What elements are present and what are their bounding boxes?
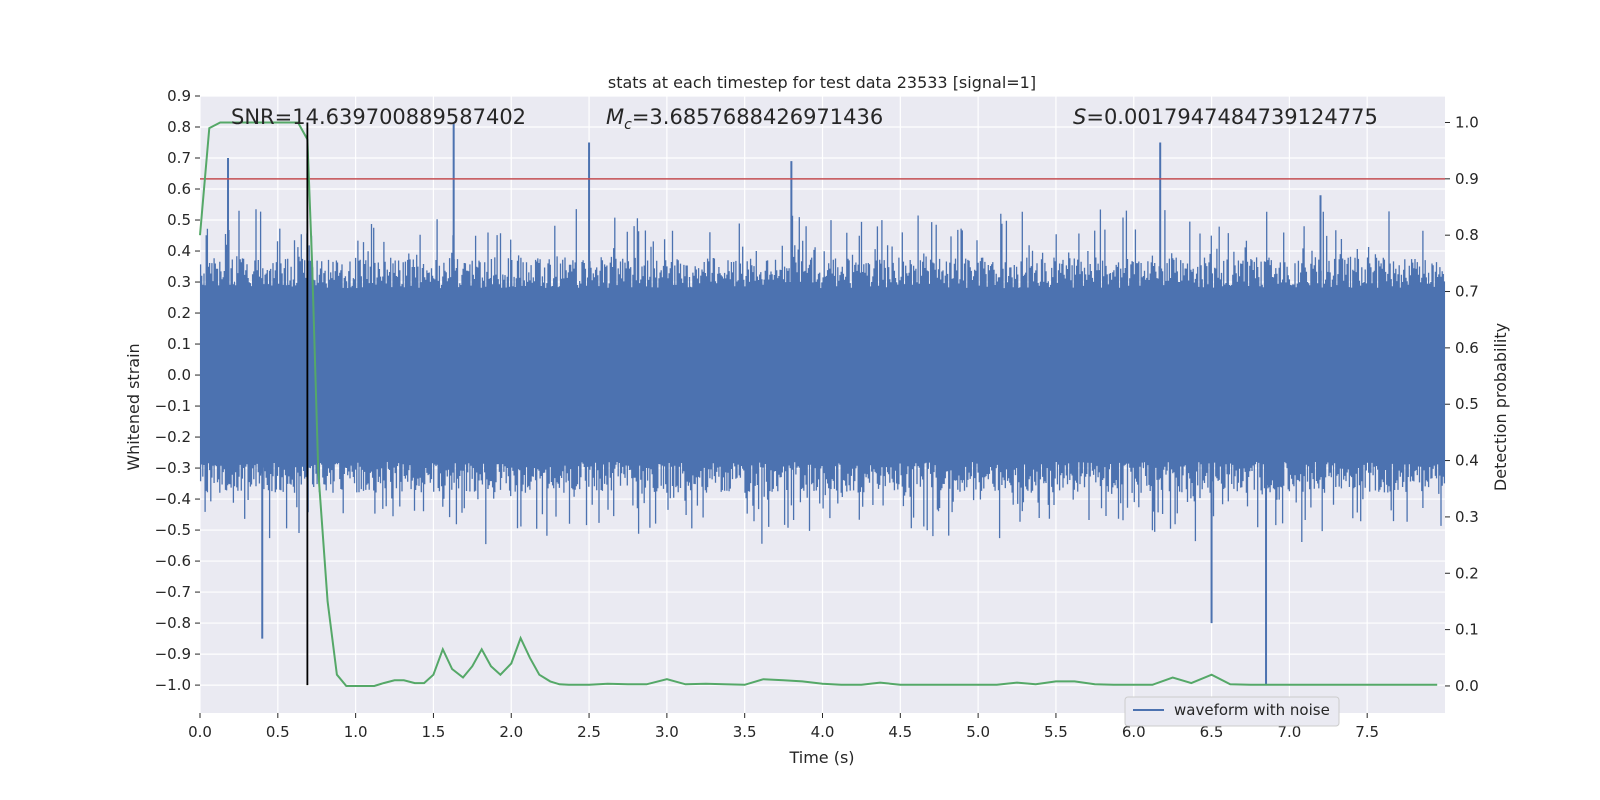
y-tick-label: 0.8 (167, 118, 191, 136)
x-tick-label: 2.0 (499, 723, 523, 741)
y2-tick-label: 0.1 (1455, 621, 1479, 639)
y-tick-label: 0.4 (167, 242, 191, 260)
y-tick-label: −0.4 (155, 490, 191, 508)
x-tick-label: 4.0 (811, 723, 835, 741)
y-tick-label: −0.5 (155, 521, 191, 539)
y-tick-label: 0.5 (167, 211, 191, 229)
right-y-ticks: 1.0 0.9 0.8 0.7 0.6 0.5 0.4 0.3 0.2 0.1 0.0 (1445, 113, 1479, 695)
y2-tick-label: 0.6 (1455, 339, 1479, 357)
y-tick-label: 0.6 (167, 180, 191, 198)
y-tick-label: −0.8 (155, 614, 191, 632)
x-tick-label: 2.5 (577, 723, 601, 741)
y-tick-label: 0.1 (167, 335, 191, 353)
x-tick-label: 6.5 (1200, 723, 1224, 741)
y-tick-label: −0.2 (155, 428, 191, 446)
y-tick-label: −0.7 (155, 583, 191, 601)
y-tick-label: 0.3 (167, 273, 191, 291)
x-ticks: 0.0 0.5 1.0 1.5 2.0 2.5 3.0 3.5 4.0 4.5 5.0 5.5 6.0 6… (188, 713, 1379, 741)
y-tick-label: 0.9 (167, 87, 191, 105)
x-tick-label: 5.0 (966, 723, 990, 741)
y-tick-label: −0.3 (155, 459, 191, 477)
legend: waveform with noise (1124, 696, 1340, 727)
chart-title: stats at each timestep for test data 235… (608, 73, 1036, 92)
y-tick-label: 0.0 (167, 366, 191, 384)
legend-entry: waveform with noise (1174, 701, 1330, 719)
x-tick-label: 6.0 (1122, 723, 1146, 741)
x-tick-label: 0.0 (188, 723, 212, 741)
y2-tick-label: 0.3 (1455, 508, 1479, 526)
y-tick-label: −0.9 (155, 645, 191, 663)
y2-tick-label: 0.7 (1455, 283, 1479, 301)
y2-tick-label: 0.5 (1455, 395, 1479, 413)
detection-probability-series (199, 121, 1438, 687)
mc-symbol: M (606, 105, 624, 129)
snr-annotation: SNR=14.639700889587402 (231, 105, 526, 129)
x-axis-label: Time (s) (788, 748, 854, 767)
left-y-ticks: 0.9 0.8 0.7 0.6 0.5 0.4 0.3 0.2 0.1 0.0 −0.1 −0.2 −0… (155, 87, 200, 694)
detection-probability-line (199, 121, 1438, 687)
x-tick-label: 1.5 (422, 723, 446, 741)
y2-tick-label: 0.0 (1455, 677, 1479, 695)
waveform-with-noise-series (199, 123, 1446, 686)
x-tick-label: 5.5 (1044, 723, 1068, 741)
x-tick-label: 7.0 (1277, 723, 1301, 741)
waveform-noise-trace (199, 209, 1446, 545)
legend-box (1124, 696, 1340, 727)
s-symbol: S (1073, 105, 1086, 129)
y-axis-label: Whitened strain (124, 343, 143, 470)
y2-tick-label: 0.8 (1455, 226, 1479, 244)
y2-axis-label: Detection probability (1491, 323, 1510, 491)
mc-value: =3.6857688426971436 (632, 105, 883, 129)
y2-tick-label: 0.9 (1455, 170, 1479, 188)
y-tick-label: −0.6 (155, 552, 191, 570)
x-tick-label: 7.5 (1355, 723, 1379, 741)
chirp-mass-annotation: Mc=3.6857688426971436 (606, 105, 883, 133)
s-annotation: S=0.0017947484739124775 (1073, 105, 1378, 129)
y-tick-label: 0.7 (167, 149, 191, 167)
x-tick-label: 3.0 (655, 723, 679, 741)
y-tick-label: −0.1 (155, 397, 191, 415)
x-tick-label: 3.5 (733, 723, 757, 741)
x-tick-label: 0.5 (266, 723, 290, 741)
x-tick-label: 4.5 (888, 723, 912, 741)
mc-subscript: c (624, 117, 632, 133)
y-tick-label: 0.2 (167, 304, 191, 322)
s-value: =0.0017947484739124775 (1086, 105, 1378, 129)
y-tick-label: −1.0 (155, 676, 191, 694)
y2-tick-label: 0.2 (1455, 564, 1479, 582)
x-tick-label: 1.0 (344, 723, 368, 741)
y2-tick-label: 0.4 (1455, 452, 1479, 470)
y2-tick-label: 1.0 (1455, 113, 1479, 131)
